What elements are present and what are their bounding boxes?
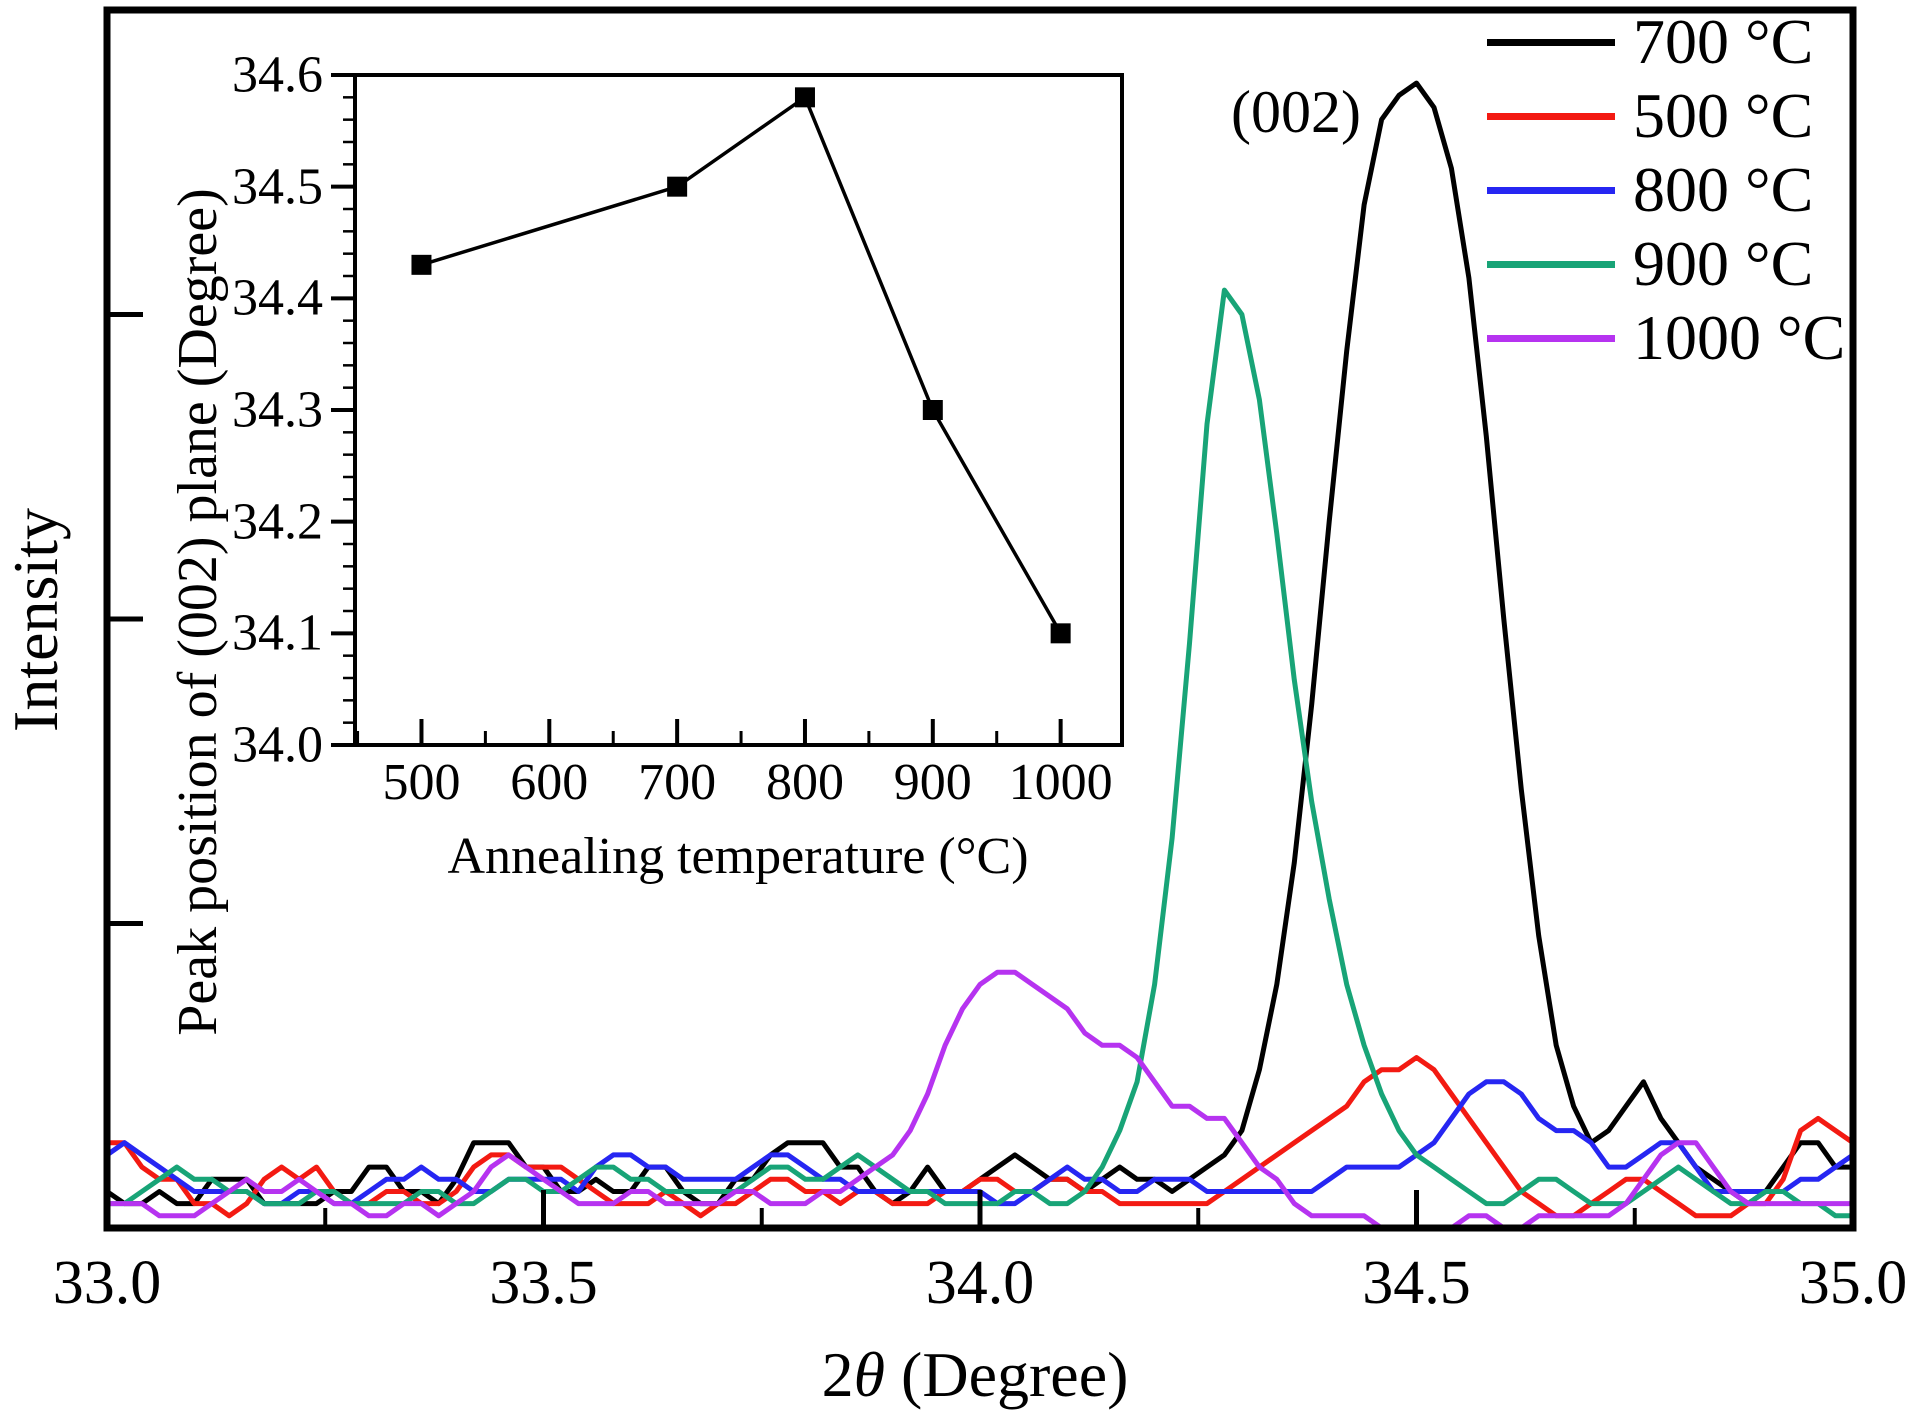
main-plot-border <box>103 6 1857 1232</box>
legend-line-icon <box>1487 38 1615 46</box>
x-label-prefix: 2 <box>821 1339 854 1410</box>
series-800°C <box>107 1079 1853 1207</box>
inset-x-tick-label: 1000 <box>1008 754 1113 811</box>
legend-label: 900 °C <box>1633 228 1814 299</box>
inset-x-tick-label: 900 <box>893 754 972 811</box>
inset-x-tick-label: 600 <box>510 754 589 811</box>
legend-line-icon <box>1487 260 1615 268</box>
main-x-tick-label: 35.0 <box>1798 1249 1908 1317</box>
inset-data-point <box>667 176 688 197</box>
legend-label: 700 °C <box>1633 6 1814 77</box>
inset-y-tick-label: 34.6 <box>232 46 323 104</box>
legend-entry-900: 900 °C <box>1487 227 1845 301</box>
inset-x-tick-label: 700 <box>638 754 717 811</box>
inset-data-point <box>411 254 432 275</box>
legend-entry-1000: 1000 °C <box>1487 301 1845 375</box>
x-label-theta: θ <box>853 1339 886 1410</box>
inset-y-tick-label: 34.1 <box>232 604 323 662</box>
inset-y-tick-label: 34.0 <box>232 716 323 774</box>
legend-label: 800 °C <box>1633 154 1814 225</box>
main-x-axis-label: 2θ (Degree) <box>822 1343 1129 1407</box>
main-y-axis-label: Intensity <box>0 508 71 732</box>
x-label-suffix: (Degree) <box>885 1339 1129 1410</box>
peak-annotation: (002) <box>1231 79 1361 145</box>
inset-data-point <box>922 400 943 420</box>
legend-label: 1000 °C <box>1633 302 1846 373</box>
legend-line-icon <box>1487 186 1615 194</box>
main-x-tick-label: 33.0 <box>52 1249 162 1317</box>
inset-y-tick-label: 34.2 <box>232 493 323 551</box>
inset-data-point <box>1050 623 1071 644</box>
main-x-tick-label: 33.5 <box>489 1249 598 1317</box>
main-x-tick-label: 34.5 <box>1362 1249 1471 1317</box>
inset-data-point <box>794 87 815 108</box>
inset-x-tick-label: 500 <box>382 754 461 811</box>
inset-x-axis-label: Annealing temperature (°C) <box>447 828 1029 885</box>
legend-label: 500 °C <box>1633 80 1814 151</box>
inset-y-axis-label: Peak position of (002) plane (Degree) <box>167 188 229 1036</box>
series-1000°C <box>107 969 1853 1228</box>
legend: 700 °C 500 °C 800 °C 900 °C 1000 °C <box>1487 5 1845 375</box>
inset-y-tick-label: 34.4 <box>232 269 323 327</box>
inset-x-tick-label: 800 <box>765 754 844 811</box>
legend-entry-700: 700 °C <box>1487 5 1845 79</box>
legend-line-icon <box>1487 334 1615 342</box>
inset-plot-border <box>353 73 1124 747</box>
legend-entry-500: 500 °C <box>1487 79 1845 153</box>
legend-entry-800: 800 °C <box>1487 153 1845 227</box>
main-x-tick-label: 34.0 <box>925 1249 1035 1317</box>
inset-y-tick-label: 34.3 <box>232 381 323 439</box>
legend-line-icon <box>1487 112 1615 120</box>
inset-y-tick-label: 34.5 <box>232 158 323 216</box>
